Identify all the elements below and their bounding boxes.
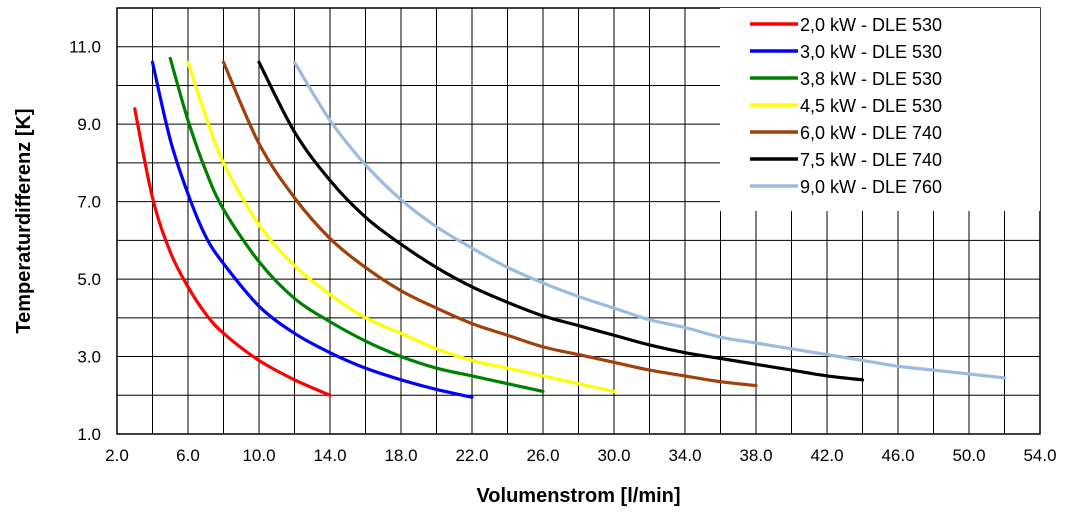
legend-label: 3,0 kW - DLE 530 (800, 42, 942, 62)
series-line (186, 60, 616, 393)
plot-frame (116, 7, 1041, 435)
legend-label: 3,8 kW - DLE 530 (800, 69, 942, 89)
x-tick-label: 50.0 (952, 446, 985, 465)
series-line (150, 60, 474, 399)
x-tick-label: 26.0 (526, 446, 559, 465)
y-axis-label: Temperaturdifferenz [K] (13, 108, 35, 333)
series-line (292, 60, 1007, 380)
legend-label: 7,5 kW - DLE 740 (800, 150, 942, 170)
legend-label: 6,0 kW - DLE 740 (800, 123, 942, 143)
y-tick-label: 9.0 (77, 115, 101, 134)
legend-label: 9,0 kW - DLE 760 (800, 177, 942, 197)
legend: 2,0 kW - DLE 530 3,0 kW - DLE 530 3,8 kW -… (720, 8, 1040, 211)
legend-label: 4,5 kW - DLE 530 (800, 96, 942, 116)
x-tick-labels: 2.0 6.0 10.0 14.0 18.0 22.0 26.0 30.0 34.0 38.0 42… (105, 446, 1056, 465)
legend-label: 2,0 kW - DLE 530 (800, 15, 942, 35)
x-tick-label: 38.0 (739, 446, 772, 465)
x-tick-label: 10.0 (242, 446, 275, 465)
x-tick-label: 22.0 (455, 446, 488, 465)
x-tick-label: 18.0 (384, 446, 417, 465)
series-lines (133, 56, 1007, 399)
x-tick-label: 54.0 (1023, 446, 1056, 465)
x-tick-label: 42.0 (810, 446, 843, 465)
y-tick-label: 5.0 (77, 270, 101, 289)
x-tick-label: 14.0 (313, 446, 346, 465)
y-tick-label: 1.0 (77, 425, 101, 444)
x-tick-label: 2.0 (105, 446, 129, 465)
series-line (257, 60, 865, 382)
series-line (168, 56, 545, 393)
x-axis-label: Volumenstrom [l/min] (476, 485, 680, 507)
y-tick-labels: 1.0 3.0 5.0 7.0 9.0 11.0 (69, 38, 101, 444)
x-tick-label: 34.0 (668, 446, 701, 465)
y-tick-label: 11.0 (69, 38, 101, 57)
x-tick-label: 30.0 (597, 446, 630, 465)
x-tick-label: 46.0 (881, 446, 914, 465)
series-line (133, 107, 332, 397)
series-line (221, 60, 758, 388)
y-tick-label: 3.0 (77, 348, 101, 367)
legend-box (720, 8, 1040, 211)
y-tick-label: 7.0 (77, 193, 101, 212)
x-tick-label: 6.0 (176, 446, 200, 465)
